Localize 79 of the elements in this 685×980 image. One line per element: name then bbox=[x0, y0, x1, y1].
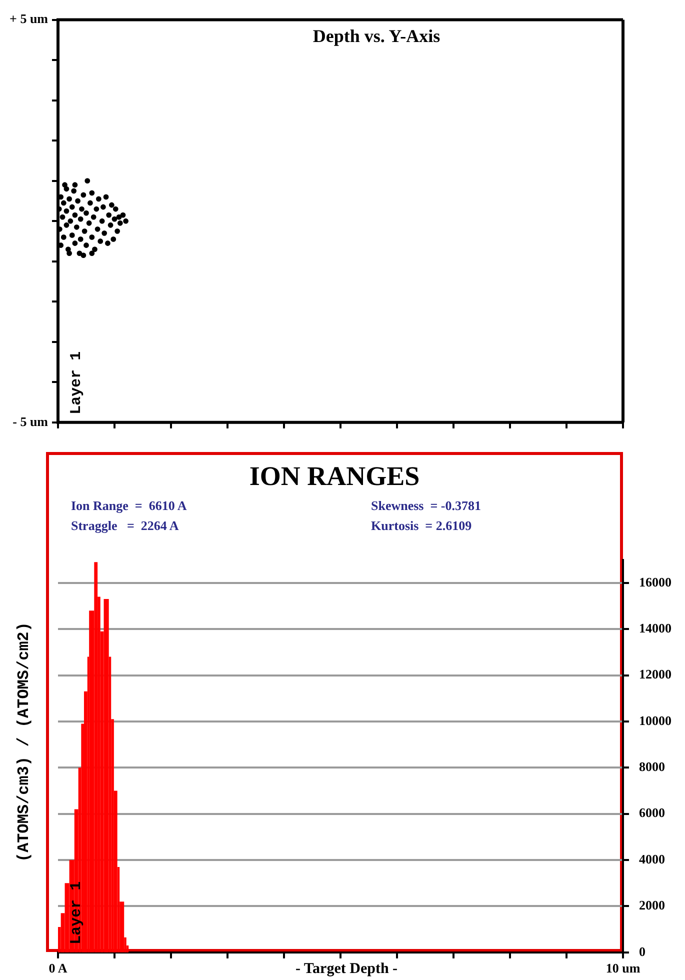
annotation: Layer 1 bbox=[68, 351, 85, 414]
point bbox=[64, 186, 70, 192]
x-axis-title: - Target Depth - bbox=[295, 961, 398, 977]
annotation: Layer 1 bbox=[68, 881, 85, 944]
y-tick-label: 6000 bbox=[639, 805, 665, 820]
point bbox=[60, 200, 66, 206]
point bbox=[72, 182, 78, 188]
point bbox=[94, 226, 100, 232]
point bbox=[88, 200, 93, 206]
point bbox=[94, 206, 100, 212]
y-tick-label: 0 bbox=[639, 944, 646, 959]
point bbox=[84, 210, 89, 216]
point bbox=[112, 206, 118, 212]
point bbox=[80, 192, 86, 198]
point bbox=[86, 220, 92, 226]
point bbox=[79, 206, 84, 212]
point bbox=[92, 246, 98, 252]
point bbox=[74, 224, 80, 230]
point bbox=[66, 196, 72, 202]
y-tick-label: 16000 bbox=[639, 574, 672, 590]
point bbox=[71, 188, 77, 194]
y-tick-label: 2000 bbox=[639, 898, 665, 913]
x-tick-label: 10 um bbox=[606, 960, 640, 976]
point bbox=[105, 240, 110, 246]
point bbox=[64, 208, 70, 214]
point bbox=[60, 234, 66, 240]
point bbox=[110, 236, 116, 242]
y-tick-label: + 5 um bbox=[10, 11, 48, 26]
point bbox=[98, 238, 104, 244]
y-tick-label: - 5 um bbox=[12, 414, 48, 429]
point bbox=[90, 214, 96, 220]
point bbox=[75, 198, 80, 204]
text: Straggle = 2264 A bbox=[71, 518, 180, 534]
point bbox=[65, 246, 71, 252]
point bbox=[78, 216, 84, 222]
point bbox=[84, 242, 89, 248]
point bbox=[108, 222, 114, 228]
point bbox=[80, 252, 86, 258]
point bbox=[68, 218, 74, 224]
point bbox=[84, 178, 90, 184]
point bbox=[62, 182, 68, 188]
point bbox=[114, 228, 120, 234]
point bbox=[106, 212, 112, 218]
point bbox=[72, 240, 78, 246]
point bbox=[60, 214, 66, 220]
point bbox=[103, 194, 109, 200]
point bbox=[64, 222, 70, 228]
point bbox=[96, 196, 102, 202]
point bbox=[116, 214, 122, 220]
y-tick-label: 4000 bbox=[639, 851, 665, 866]
chart-title: ION RANGES bbox=[248, 461, 421, 492]
y-tick-label: 10000 bbox=[639, 712, 672, 728]
point bbox=[100, 204, 106, 210]
text: Kurtosis = 2.6109 bbox=[371, 518, 473, 534]
x-tick-label: 0 A bbox=[48, 960, 68, 976]
y-tick-label: 14000 bbox=[639, 620, 672, 636]
point bbox=[78, 236, 84, 242]
y-tick-label: 12000 bbox=[639, 666, 672, 682]
point bbox=[99, 218, 105, 224]
point bbox=[69, 232, 75, 238]
point bbox=[82, 228, 88, 234]
chart-title: Depth vs. Y-Axis bbox=[312, 26, 442, 47]
point bbox=[117, 220, 123, 226]
y-axis-title: (ATOMS/cm3) / (ATOMS/cm2) bbox=[15, 622, 33, 862]
point bbox=[66, 250, 72, 256]
point bbox=[120, 212, 126, 218]
text: Ion Range = 6610 A bbox=[71, 498, 188, 514]
point bbox=[72, 212, 78, 218]
point bbox=[76, 250, 82, 256]
point bbox=[123, 218, 128, 224]
y-tick-label: 8000 bbox=[639, 759, 665, 774]
point bbox=[108, 202, 114, 208]
point bbox=[102, 230, 108, 236]
point bbox=[89, 250, 95, 256]
point bbox=[89, 190, 95, 196]
text: Skewness = -0.3781 bbox=[371, 498, 482, 514]
point bbox=[112, 216, 118, 222]
point bbox=[89, 234, 95, 240]
point bbox=[69, 204, 75, 210]
